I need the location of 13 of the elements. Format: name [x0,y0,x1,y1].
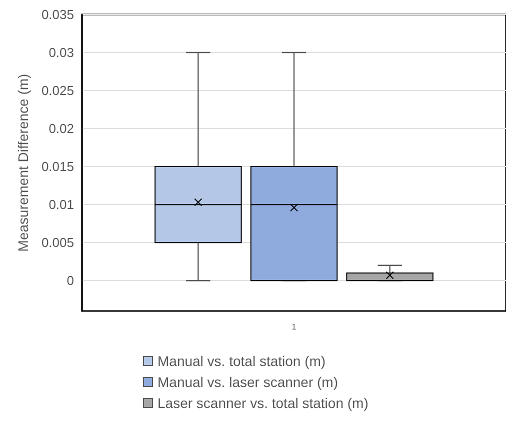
y-tick-label: 0.02 [48,121,74,136]
x-tick-label: 1 [292,322,297,332]
legend-label: Manual vs. total station (m) [158,353,326,369]
y-tick-label: 0.015 [41,159,74,174]
y-tick-label: 0 [66,273,74,288]
legend-label: Laser scanner vs. total station (m) [158,395,368,411]
y-axis-title: Measurement Difference (m) [15,74,31,252]
legend-label: Manual vs. laser scanner (m) [158,374,338,390]
y-tick-label: 0.03 [48,45,74,60]
y-tick-label: 0.005 [41,235,74,250]
y-tick-label: 0.025 [41,83,74,98]
y-tick-label: 0.035 [41,7,74,22]
y-tick-label: 0.01 [48,197,74,212]
